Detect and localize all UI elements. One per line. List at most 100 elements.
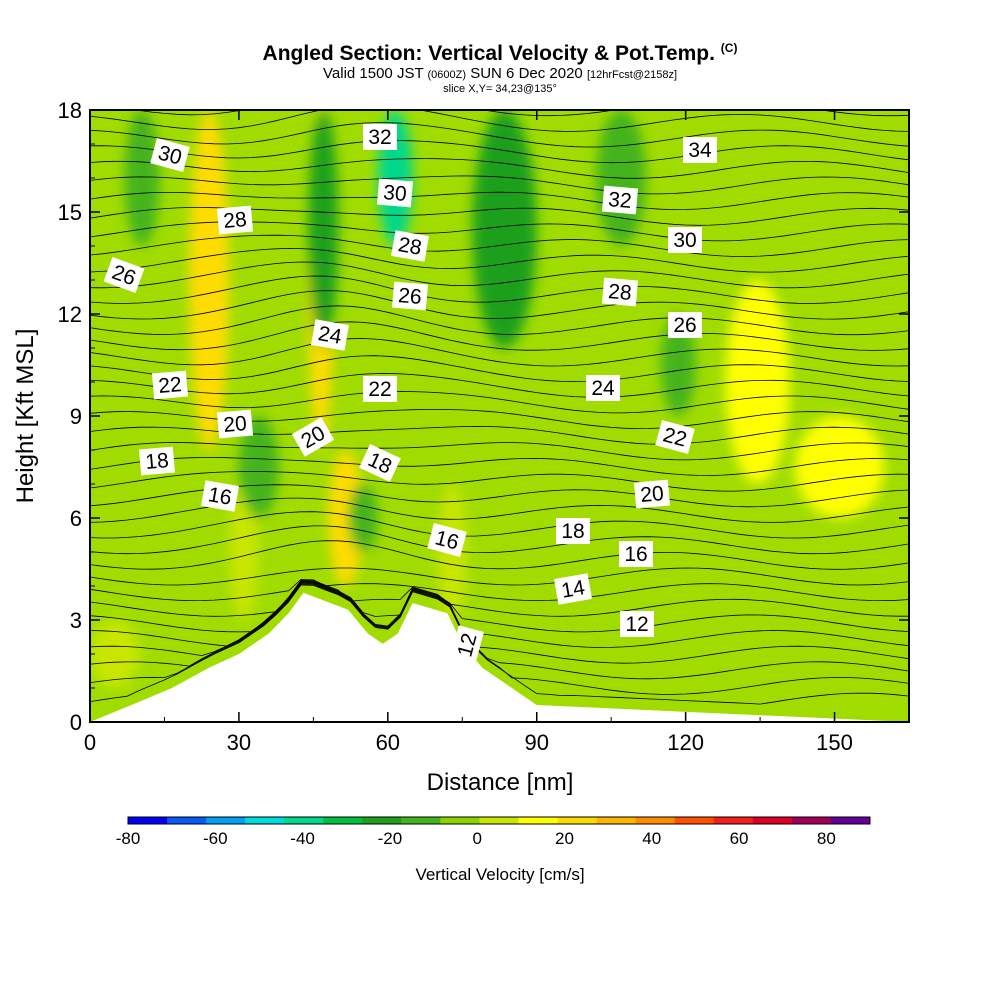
updraft-region-5 xyxy=(90,620,140,688)
colorbar-swatch-7 xyxy=(401,817,441,824)
colorbar-swatch-14 xyxy=(674,817,715,824)
isentrope-label-text: 30 xyxy=(382,181,407,206)
colorbar-swatch-9 xyxy=(479,817,520,824)
isentrope-label-15: 16 xyxy=(427,523,467,557)
isentrope-label-box xyxy=(363,376,397,402)
colorbar-swatch-12 xyxy=(596,817,637,824)
isentrope-label-0: 30 xyxy=(150,138,190,172)
colorbar-swatch-10 xyxy=(518,817,559,824)
isentrope-label-text: 20 xyxy=(639,482,664,507)
colorbar-swatch-17 xyxy=(791,817,832,824)
isentrope-label-24: 20 xyxy=(633,479,671,509)
isentrope-label-box xyxy=(391,230,429,262)
isentrope-label-box xyxy=(633,479,671,509)
isentrope-label-box xyxy=(601,185,639,215)
isentrope-label-box xyxy=(216,205,254,235)
chart-title-block: Angled Section: Vertical Velocity & Pot.… xyxy=(0,36,1000,95)
updraft-region-0 xyxy=(189,110,229,450)
isentrope-label-box xyxy=(586,375,620,401)
colorbar-tick-label: -40 xyxy=(290,829,315,848)
y-axis-label: Height [Kft MSL] xyxy=(12,329,39,504)
isentrope-line-6 xyxy=(90,579,909,617)
colorbar-swatch-15 xyxy=(713,817,754,824)
isentrope-label-7: 32 xyxy=(363,124,397,150)
colorbar-swatch-2 xyxy=(206,817,246,824)
isentrope-label-text: 32 xyxy=(607,188,632,213)
isentrope-line-5 xyxy=(90,580,909,633)
isentrope-label-box xyxy=(450,625,484,665)
downdraft-region-9 xyxy=(308,110,339,348)
isentrope-line-33 xyxy=(90,175,909,195)
isentrope-line-37 xyxy=(90,110,909,132)
colorbar-tick-label: 60 xyxy=(730,829,749,848)
isentrope-label-box xyxy=(216,409,254,439)
isentrope-label-5: 18 xyxy=(138,446,176,476)
isentrope-label-text: 28 xyxy=(396,233,423,260)
isentrope-label-23: 22 xyxy=(655,420,695,454)
isentrope-label-text: 26 xyxy=(673,314,696,337)
downdraft-region-11 xyxy=(472,110,537,348)
isentrope-label-12: 22 xyxy=(363,376,397,402)
isentrope-line-10 xyxy=(90,525,909,555)
isentrope-label-box xyxy=(201,480,239,512)
isentrope-label-box xyxy=(668,227,702,253)
isentrope-line-27 xyxy=(90,261,909,289)
isentrope-label-20: 28 xyxy=(601,277,639,307)
isentrope-line-4 xyxy=(90,581,909,648)
isentrope-label-box xyxy=(291,417,335,457)
isentrope-label-22: 24 xyxy=(586,375,620,401)
isentrope-label-text: 26 xyxy=(397,284,422,309)
colorbar-tick-label: 80 xyxy=(817,829,836,848)
y-tick-label: 15 xyxy=(58,200,82,225)
isentrope-label-box xyxy=(376,178,414,208)
isentrope-line-21 xyxy=(90,355,909,383)
colorbar-tick-label: -80 xyxy=(116,829,141,848)
updraft-region-2 xyxy=(328,450,363,586)
x-tick-label: 30 xyxy=(227,730,251,755)
isentrope-label-11: 24 xyxy=(311,319,349,351)
chart-title: Angled Section: Vertical Velocity & Pot.… xyxy=(262,41,738,65)
isentrope-label-box xyxy=(359,444,401,482)
isentrope-line-14 xyxy=(90,471,909,492)
isentrope-line-38 xyxy=(133,110,909,117)
isentrope-label-box xyxy=(391,281,429,311)
plot-area xyxy=(90,110,909,722)
slice-info: slice X,Y= 34,23@135° xyxy=(443,83,557,95)
isentrope-label-text: 24 xyxy=(316,322,343,349)
y-tick-label: 3 xyxy=(70,608,82,633)
isentrope-label-box xyxy=(103,256,145,294)
isentrope-label-box xyxy=(683,137,717,163)
isentrope-line-26 xyxy=(90,275,909,304)
isentrope-line-34 xyxy=(90,158,909,179)
isentrope-label-21: 26 xyxy=(668,312,702,338)
isentrope-line-29 xyxy=(90,234,909,257)
colorbar-tick-label: 0 xyxy=(472,829,481,848)
isentrope-label-text: 24 xyxy=(591,377,615,400)
y-tick-label: 6 xyxy=(70,506,82,531)
y-tick-label: 9 xyxy=(70,404,82,429)
x-tick-label: 90 xyxy=(524,730,548,755)
colorbar-swatch-5 xyxy=(323,817,363,824)
isentrope-label-19: 30 xyxy=(668,227,702,253)
y-tick-label: 18 xyxy=(58,98,82,123)
colorbar-swatch-0 xyxy=(128,817,168,824)
colorbar-swatch-3 xyxy=(245,817,285,824)
isentrope-label-18: 32 xyxy=(601,185,639,215)
isentrope-label-box xyxy=(668,312,702,338)
isentrope-label-text: 20 xyxy=(222,412,247,437)
isentrope-label-box xyxy=(619,541,653,567)
isentrope-line-22 xyxy=(90,338,909,367)
isentrope-label-27: 14 xyxy=(554,573,592,605)
isentrope-line-2 xyxy=(90,582,909,680)
colorbar-tick-label: 40 xyxy=(642,829,661,848)
isentrope-label-text: 28 xyxy=(222,208,247,233)
isentrope-line-15 xyxy=(90,457,909,476)
isentrope-line-9 xyxy=(90,540,909,570)
isentrope-label-text: 14 xyxy=(560,576,587,603)
isentrope-line-28 xyxy=(90,247,909,273)
axis-ticks: 0 30 60 90 120 150 0 3 6 9 12 15 18 xyxy=(58,98,910,755)
isentrope-label-26: 16 xyxy=(619,541,653,567)
updraft-region-4 xyxy=(794,416,885,518)
copyright-mark: (C) xyxy=(720,41,738,55)
